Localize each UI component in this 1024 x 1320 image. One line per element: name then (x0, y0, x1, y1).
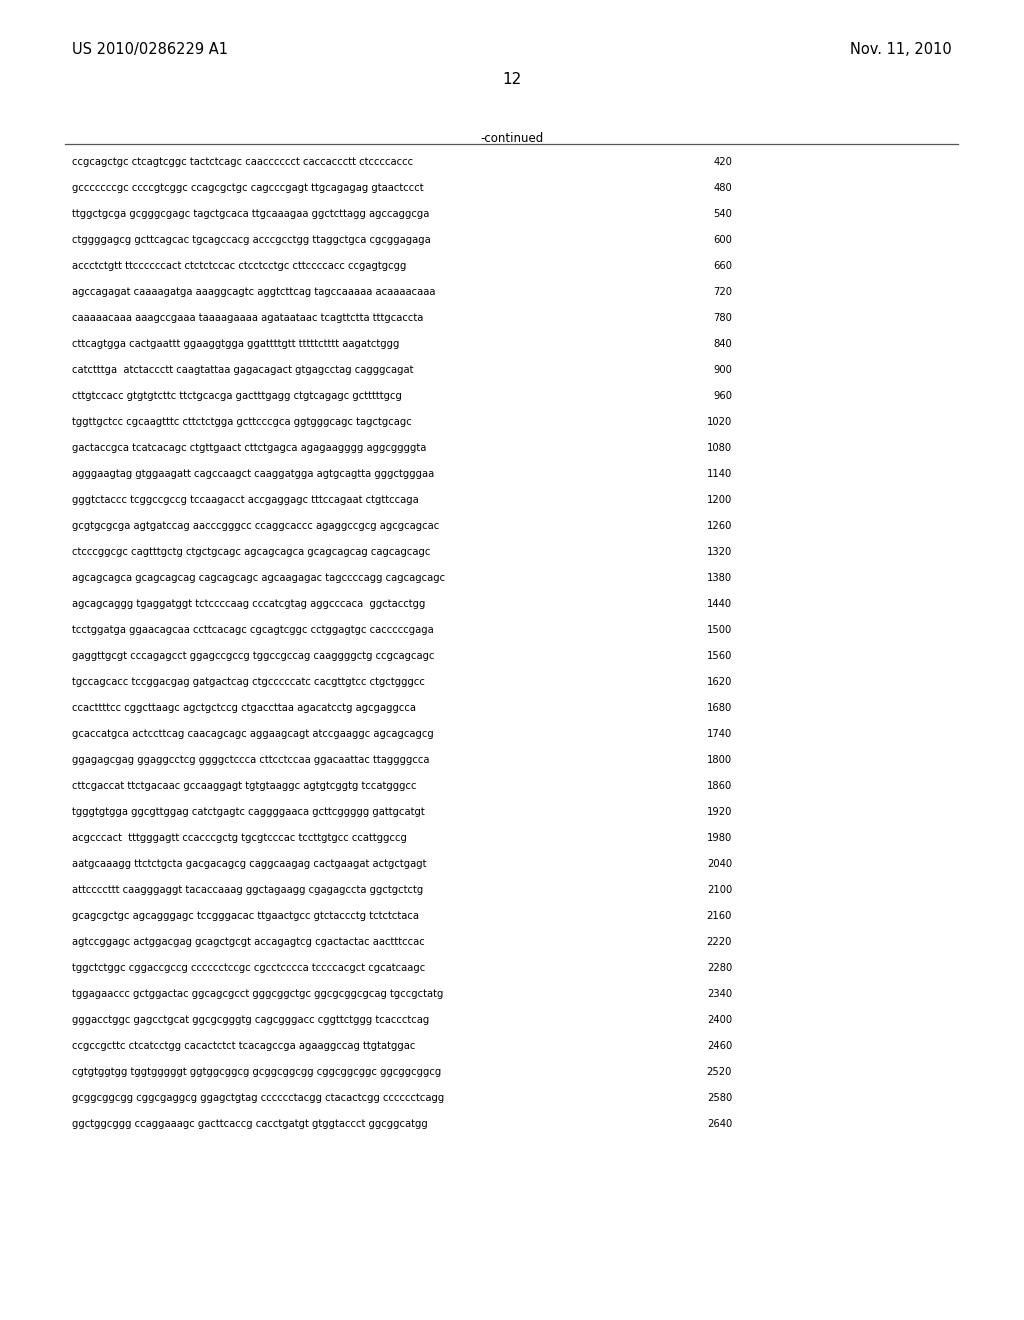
Text: 2100: 2100 (707, 884, 732, 895)
Text: 1020: 1020 (707, 417, 732, 426)
Text: ggctggcggg ccaggaaagc gacttcaccg cacctgatgt gtggtaccct ggcggcatgg: ggctggcggg ccaggaaagc gacttcaccg cacctga… (72, 1119, 428, 1129)
Text: 12: 12 (503, 73, 521, 87)
Text: ccacttttcc cggcttaagc agctgctccg ctgaccttaa agacatcctg agcgaggcca: ccacttttcc cggcttaagc agctgctccg ctgacct… (72, 704, 416, 713)
Text: tggagaaccc gctggactac ggcagcgcct gggcggctgc ggcgcggcgcag tgccgctatg: tggagaaccc gctggactac ggcagcgcct gggcggc… (72, 989, 443, 999)
Text: accctctgtt ttccccccact ctctctccac ctcctcctgc cttccccacc ccgagtgcgg: accctctgtt ttccccccact ctctctccac ctcctc… (72, 261, 407, 271)
Text: 2460: 2460 (707, 1041, 732, 1051)
Text: 2520: 2520 (707, 1067, 732, 1077)
Text: gactaccgca tcatcacagc ctgttgaact cttctgagca agagaagggg aggcggggta: gactaccgca tcatcacagc ctgttgaact cttctga… (72, 444, 426, 453)
Text: caaaaacaaa aaagccgaaa taaaagaaaa agataataac tcagttctta tttgcaccta: caaaaacaaa aaagccgaaa taaaagaaaa agataat… (72, 313, 423, 323)
Text: 1560: 1560 (707, 651, 732, 661)
Text: 720: 720 (713, 286, 732, 297)
Text: acgcccact  tttgggagtt ccacccgctg tgcgtcccac tccttgtgcc ccattggccg: acgcccact tttgggagtt ccacccgctg tgcgtccc… (72, 833, 407, 843)
Text: gcggcggcgg cggcgaggcg ggagctgtag cccccctacgg ctacactcgg cccccctcagg: gcggcggcgg cggcgaggcg ggagctgtag cccccct… (72, 1093, 444, 1104)
Text: 2160: 2160 (707, 911, 732, 921)
Text: ccgccgcttc ctcatcctgg cacactctct tcacagccga agaaggccag ttgtatggac: ccgccgcttc ctcatcctgg cacactctct tcacagc… (72, 1041, 416, 1051)
Text: gcccccccgc ccccgtcggc ccagcgctgc cagcccgagt ttgcagagag gtaactccct: gcccccccgc ccccgtcggc ccagcgctgc cagcccg… (72, 183, 424, 193)
Text: gcagcgctgc agcagggagc tccgggacac ttgaactgcc gtctaccctg tctctctaca: gcagcgctgc agcagggagc tccgggacac ttgaact… (72, 911, 419, 921)
Text: tcctggatga ggaacagcaa ccttcacagc cgcagtcggc cctggagtgc cacccccgaga: tcctggatga ggaacagcaa ccttcacagc cgcagtc… (72, 624, 434, 635)
Text: cttcagtgga cactgaattt ggaaggtgga ggattttgtt tttttctttt aagatctggg: cttcagtgga cactgaattt ggaaggtgga ggatttt… (72, 339, 399, 348)
Text: aatgcaaagg ttctctgcta gacgacagcg caggcaagag cactgaagat actgctgagt: aatgcaaagg ttctctgcta gacgacagcg caggcaa… (72, 859, 427, 869)
Text: cttgtccacc gtgtgtcttc ttctgcacga gactttgagg ctgtcagagc gctttttgcg: cttgtccacc gtgtgtcttc ttctgcacga gactttg… (72, 391, 401, 401)
Text: US 2010/0286229 A1: US 2010/0286229 A1 (72, 42, 228, 57)
Text: 2580: 2580 (707, 1093, 732, 1104)
Text: tggttgctcc cgcaagtttc cttctctgga gcttcccgca ggtgggcagc tagctgcagc: tggttgctcc cgcaagtttc cttctctgga gcttccc… (72, 417, 412, 426)
Text: 1140: 1140 (707, 469, 732, 479)
Text: ctcccggcgc cagtttgctg ctgctgcagc agcagcagca gcagcagcag cagcagcagc: ctcccggcgc cagtttgctg ctgctgcagc agcagca… (72, 546, 430, 557)
Text: 660: 660 (713, 261, 732, 271)
Text: ttggctgcga gcgggcgagc tagctgcaca ttgcaaagaa ggctcttagg agccaggcga: ttggctgcga gcgggcgagc tagctgcaca ttgcaaa… (72, 209, 429, 219)
Text: 1200: 1200 (707, 495, 732, 506)
Text: 2220: 2220 (707, 937, 732, 946)
Text: 780: 780 (713, 313, 732, 323)
Text: gcaccatgca actccttcag caacagcagc aggaagcagt atccgaaggc agcagcagcg: gcaccatgca actccttcag caacagcagc aggaagc… (72, 729, 434, 739)
Text: 1260: 1260 (707, 521, 732, 531)
Text: 1080: 1080 (707, 444, 732, 453)
Text: gggtctaccc tcggccgccg tccaagacct accgaggagc tttccagaat ctgttccaga: gggtctaccc tcggccgccg tccaagacct accgagg… (72, 495, 419, 506)
Text: agccagagat caaaagatga aaaggcagtc aggtcttcag tagccaaaaa acaaaacaaa: agccagagat caaaagatga aaaggcagtc aggtctt… (72, 286, 435, 297)
Text: 1860: 1860 (707, 781, 732, 791)
Text: 2340: 2340 (707, 989, 732, 999)
Text: agcagcaggg tgaggatggt tctccccaag cccatcgtag aggcccaca  ggctacctgg: agcagcaggg tgaggatggt tctccccaag cccatcg… (72, 599, 425, 609)
Text: agcagcagca gcagcagcag cagcagcagc agcaagagac tagccccagg cagcagcagc: agcagcagca gcagcagcag cagcagcagc agcaaga… (72, 573, 445, 583)
Text: Nov. 11, 2010: Nov. 11, 2010 (850, 42, 952, 57)
Text: 1320: 1320 (707, 546, 732, 557)
Text: -continued: -continued (480, 132, 544, 145)
Text: cttcgaccat ttctgacaac gccaaggagt tgtgtaaggc agtgtcggtg tccatgggcc: cttcgaccat ttctgacaac gccaaggagt tgtgtaa… (72, 781, 417, 791)
Text: cgtgtggtgg tggtgggggt ggtggcggcg gcggcggcgg cggcggcggc ggcggcggcg: cgtgtggtgg tggtgggggt ggtggcggcg gcggcgg… (72, 1067, 441, 1077)
Text: 480: 480 (714, 183, 732, 193)
Text: 1620: 1620 (707, 677, 732, 686)
Text: agtccggagc actggacgag gcagctgcgt accagagtcg cgactactac aactttccac: agtccggagc actggacgag gcagctgcgt accagag… (72, 937, 425, 946)
Text: tgggtgtgga ggcgttggag catctgagtc caggggaaca gcttcggggg gattgcatgt: tgggtgtgga ggcgttggag catctgagtc cagggga… (72, 807, 425, 817)
Text: 1440: 1440 (707, 599, 732, 609)
Text: 840: 840 (714, 339, 732, 348)
Text: agggaagtag gtggaagatt cagccaagct caaggatgga agtgcagtta gggctgggaa: agggaagtag gtggaagatt cagccaagct caaggat… (72, 469, 434, 479)
Text: gggacctggc gagcctgcat ggcgcgggtg cagcgggacc cggttctggg tcaccctcag: gggacctggc gagcctgcat ggcgcgggtg cagcggg… (72, 1015, 429, 1026)
Text: ccgcagctgc ctcagtcggc tactctcagc caacccccct caccaccctt ctccccaccc: ccgcagctgc ctcagtcggc tactctcagc caacccc… (72, 157, 413, 168)
Text: 1680: 1680 (707, 704, 732, 713)
Text: 2040: 2040 (707, 859, 732, 869)
Text: 2640: 2640 (707, 1119, 732, 1129)
Text: tggctctggc cggaccgccg cccccctccgc cgcctcccca tccccacgct cgcatcaagc: tggctctggc cggaccgccg cccccctccgc cgcctc… (72, 964, 425, 973)
Text: 1920: 1920 (707, 807, 732, 817)
Text: gcgtgcgcga agtgatccag aacccgggcc ccaggcaccc agaggccgcg agcgcagcac: gcgtgcgcga agtgatccag aacccgggcc ccaggca… (72, 521, 439, 531)
Text: 900: 900 (713, 366, 732, 375)
Text: 2280: 2280 (707, 964, 732, 973)
Text: 1800: 1800 (707, 755, 732, 766)
Text: 600: 600 (713, 235, 732, 246)
Text: catctttga  atctaccctt caagtattaa gagacagact gtgagcctag cagggcagat: catctttga atctaccctt caagtattaa gagacaga… (72, 366, 414, 375)
Text: 1980: 1980 (707, 833, 732, 843)
Text: 1500: 1500 (707, 624, 732, 635)
Text: attccccttt caagggaggt tacaccaaag ggctagaagg cgagagccta ggctgctctg: attccccttt caagggaggt tacaccaaag ggctaga… (72, 884, 423, 895)
Text: 1380: 1380 (707, 573, 732, 583)
Text: tgccagcacc tccggacgag gatgactcag ctgcccccatc cacgttgtcc ctgctgggcc: tgccagcacc tccggacgag gatgactcag ctgcccc… (72, 677, 425, 686)
Text: 2400: 2400 (707, 1015, 732, 1026)
Text: ggagagcgag ggaggcctcg ggggctccca cttcctccaa ggacaattac ttaggggcca: ggagagcgag ggaggcctcg ggggctccca cttcctc… (72, 755, 429, 766)
Text: ctggggagcg gcttcagcac tgcagccacg acccgcctgg ttaggctgca cgcggagaga: ctggggagcg gcttcagcac tgcagccacg acccgcc… (72, 235, 431, 246)
Text: 960: 960 (713, 391, 732, 401)
Text: gaggttgcgt cccagagcct ggagccgccg tggccgccag caaggggctg ccgcagcagc: gaggttgcgt cccagagcct ggagccgccg tggccgc… (72, 651, 434, 661)
Text: 420: 420 (713, 157, 732, 168)
Text: 540: 540 (713, 209, 732, 219)
Text: 1740: 1740 (707, 729, 732, 739)
